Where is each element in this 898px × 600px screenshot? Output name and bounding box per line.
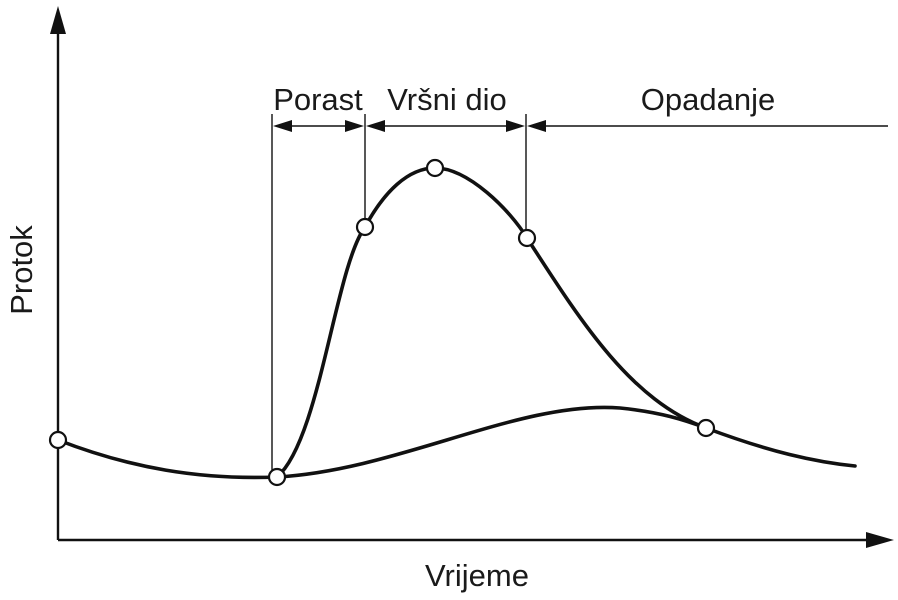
hydrograph-falling-limb <box>525 236 708 430</box>
rise-start-point-marker <box>267 467 287 487</box>
event-end-point-marker <box>696 418 716 438</box>
recession-span-left-arrowhead <box>527 120 546 132</box>
recession-tail-curve <box>704 426 857 468</box>
phase-label-rise: Porast <box>273 82 363 117</box>
x-axis-arrowhead <box>866 532 894 548</box>
x-axis-label: Vrijeme <box>425 558 529 593</box>
hydrograph-peak <box>363 166 529 240</box>
hydrograph-rising-limb <box>275 225 367 479</box>
axes <box>50 6 894 548</box>
rise-span-right-arrowhead <box>345 120 364 132</box>
baseflow-separation-curve <box>275 405 708 479</box>
peak-span-left-arrowhead <box>366 120 385 132</box>
curves <box>56 166 857 480</box>
peak-span-right-arrowhead <box>506 120 525 132</box>
y-axis-arrowhead <box>50 6 66 34</box>
start-point-marker <box>48 430 68 450</box>
phase-label-peak: Vršni dio <box>387 82 506 117</box>
phase-boundaries <box>271 114 527 474</box>
peak-start-point-marker <box>355 217 375 237</box>
baseflow-curve-before-event <box>56 438 279 480</box>
characteristic-points <box>48 158 716 487</box>
rise-span-left-arrowhead <box>273 120 292 132</box>
recession-start-point-marker <box>517 228 537 248</box>
phase-arrows <box>273 120 888 132</box>
peak-maximum-marker <box>425 158 445 178</box>
y-axis-label: Protok <box>4 225 39 315</box>
phase-label-recession: Opadanje <box>641 82 775 117</box>
